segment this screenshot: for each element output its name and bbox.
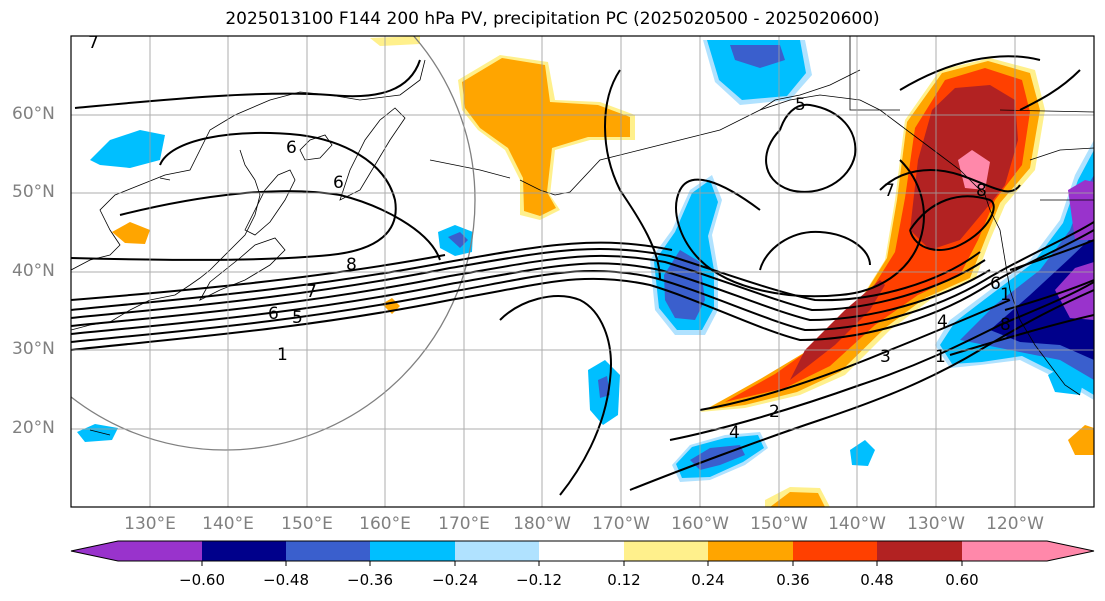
contour-label: 2 xyxy=(769,402,780,422)
pv-contour-labels: 1 2 3 4 5 6 7 8 6 5 6 7 8 6 7 8 4 1 1 xyxy=(88,33,1011,443)
colorbar-tick-label: −0.36 xyxy=(347,571,393,589)
colorbar-swatch xyxy=(793,541,878,561)
contour-label: 6 xyxy=(990,274,1001,294)
colorbar-tick-label: −0.48 xyxy=(263,571,309,589)
colorbar-swatch xyxy=(539,541,625,561)
contour-label: 6 xyxy=(286,138,297,158)
colorbar-tick-label: 0.60 xyxy=(945,571,979,589)
colorbar-swatch xyxy=(286,541,371,561)
lat-label: 30°N xyxy=(12,339,55,359)
lon-label: 170°E xyxy=(438,514,490,534)
contour-label: 8 xyxy=(346,255,357,275)
contour-label: 6 xyxy=(333,173,344,193)
contour-label: 7 xyxy=(884,181,895,201)
colorbar-tick-label: −0.24 xyxy=(432,571,478,589)
colorbar-extend-left xyxy=(71,541,118,561)
contour-label: 4 xyxy=(729,423,740,443)
contour-label: 7 xyxy=(306,282,317,302)
colorbar-swatch xyxy=(118,541,202,561)
lon-label: 140°E xyxy=(202,514,254,534)
contour-label: 5 xyxy=(292,308,303,328)
lon-label: 160°E xyxy=(359,514,411,534)
lon-label: 130°W xyxy=(907,514,965,534)
pv-contours xyxy=(71,55,1094,496)
colorbar-swatch xyxy=(202,541,287,561)
contour-label: 8 xyxy=(976,181,987,201)
coastlines xyxy=(71,36,1094,436)
lon-label: 170°W xyxy=(592,514,650,534)
lon-label: 140°W xyxy=(828,514,886,534)
contour-label: 1 xyxy=(1000,285,1011,305)
colorbar-swatch xyxy=(962,541,1047,561)
map-frame xyxy=(70,35,1095,508)
colorbar-tick-label: −0.60 xyxy=(179,571,225,589)
colorbar-swatch xyxy=(624,541,709,561)
lon-label: 120°W xyxy=(986,514,1044,534)
contour-label: 8 xyxy=(1000,315,1011,335)
colorbar xyxy=(70,540,1095,566)
lat-label: 50°N xyxy=(12,182,55,202)
lon-label: 130°E xyxy=(124,514,176,534)
colorbar-tick-label: 0.24 xyxy=(691,571,725,589)
colorbar-swatch xyxy=(370,541,456,561)
lon-label: 150°W xyxy=(750,514,808,534)
lat-label: 40°N xyxy=(12,261,55,281)
colorbar-tick-label: 0.12 xyxy=(607,571,641,589)
graticule xyxy=(71,36,1094,507)
contour-label: 3 xyxy=(880,347,891,367)
contour-label: 5 xyxy=(795,95,806,115)
colorbar-extend-right xyxy=(1047,541,1094,561)
contour-label: 7 xyxy=(88,33,99,53)
colorbar-tick-label: 0.48 xyxy=(860,571,894,589)
colorbar-swatch xyxy=(877,541,963,561)
colorbar-tick-label: 0.36 xyxy=(776,571,810,589)
contour-label: 4 xyxy=(937,312,948,332)
contour-label: 1 xyxy=(935,347,946,367)
lon-label: 160°W xyxy=(671,514,729,534)
radius-circle xyxy=(71,36,476,451)
contour-label: 6 xyxy=(268,304,279,324)
lat-label: 20°N xyxy=(12,418,55,438)
lon-label: 150°E xyxy=(281,514,333,534)
colorbar-tick-label: −0.12 xyxy=(516,571,562,589)
lon-label: 180°W xyxy=(513,514,571,534)
chart-title: 2025013100 F144 200 hPa PV, precipitatio… xyxy=(225,9,880,29)
colorbar-swatch xyxy=(455,541,540,561)
colorbar-swatch xyxy=(708,541,794,561)
lat-label: 60°N xyxy=(12,104,55,124)
contour-label: 1 xyxy=(277,345,288,365)
